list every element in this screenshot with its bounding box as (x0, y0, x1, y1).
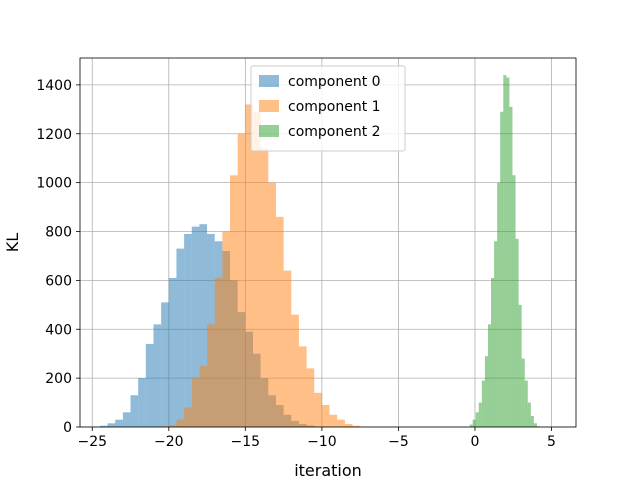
legend-label: component 2 (288, 124, 381, 140)
histogram-bar (509, 106, 513, 427)
histogram-bar (107, 423, 116, 427)
histogram-bar (487, 324, 492, 427)
histogram-bar (222, 231, 231, 427)
y-tick-label: 600 (45, 273, 72, 289)
series-1 (161, 104, 361, 427)
histogram-bar (533, 423, 537, 427)
histogram-bar (469, 424, 473, 427)
histogram-bar (184, 233, 192, 427)
histogram-bar (321, 405, 330, 427)
legend-swatch (259, 100, 279, 112)
histogram-bar (138, 378, 146, 427)
legend-label: component 0 (288, 74, 381, 90)
legend-swatch (259, 125, 279, 137)
histogram-bar (306, 368, 315, 427)
histogram-bar (283, 270, 292, 427)
histogram-bar (344, 424, 353, 427)
histogram-bar (530, 416, 534, 427)
histogram-bar (191, 226, 200, 427)
y-tick-label: 0 (63, 420, 72, 436)
histogram-bar (237, 133, 246, 427)
histogram-bar (176, 419, 185, 427)
histogram-bar (494, 241, 498, 427)
histogram-bar (161, 302, 169, 427)
histogram-bar (275, 216, 284, 427)
histogram-bar (199, 224, 208, 427)
histogram-bar (191, 378, 200, 427)
histogram-bar (518, 304, 522, 427)
histogram-bar (314, 392, 322, 427)
histogram-bar (268, 182, 276, 427)
histogram-bar (230, 175, 238, 427)
histogram-bar (207, 324, 215, 427)
x-axis-ticks: −25 −20 −15 −10 −5 0 5 (77, 427, 556, 450)
x-tick-label: 5 (547, 434, 556, 450)
x-tick-label: −25 (77, 434, 107, 450)
histogram-bar (199, 365, 208, 427)
series-2 (469, 75, 541, 427)
histogram-bar (521, 358, 525, 427)
histogram-bar (329, 414, 338, 427)
histogram-bar (497, 182, 501, 427)
histogram-bar (352, 425, 361, 427)
bars (99, 75, 541, 427)
histogram-bar (252, 111, 261, 427)
histogram-bar (506, 77, 510, 427)
histogram-bar (491, 277, 495, 427)
legend: component 0 component 1 component 2 (250, 65, 406, 152)
histogram-bar (291, 314, 299, 427)
y-tick-label: 200 (45, 371, 72, 387)
y-axis-label: KL (3, 233, 22, 252)
histogram-bar (153, 324, 162, 427)
y-tick-label: 1000 (36, 176, 72, 192)
histogram-bar (475, 412, 479, 427)
x-tick-label: −5 (388, 434, 409, 450)
histogram-bar (484, 356, 488, 427)
x-tick-label: −10 (307, 434, 337, 450)
histogram-bar (524, 380, 528, 427)
y-axis-ticks: 0 200 400 600 800 1000 1200 1400 (36, 78, 80, 436)
histogram-bar (503, 75, 507, 427)
legend-label: component 1 (288, 99, 381, 115)
x-tick-label: 0 (471, 434, 480, 450)
legend-swatch (259, 75, 279, 87)
x-tick-label: −15 (231, 434, 261, 450)
histogram-bar (500, 111, 504, 427)
y-tick-label: 800 (45, 225, 72, 241)
histogram-bar (176, 248, 185, 427)
histogram-bar (145, 343, 154, 427)
y-tick-label: 1400 (36, 78, 72, 94)
x-tick-label: −20 (154, 434, 184, 450)
histogram-bar (512, 175, 516, 427)
histogram-bar (214, 277, 223, 427)
legend-box (250, 65, 406, 152)
histogram-bar (245, 104, 253, 427)
histogram-bar (298, 346, 307, 427)
histogram-bar (168, 277, 177, 427)
histogram-bar (515, 238, 519, 427)
histogram-bar (527, 402, 531, 427)
y-tick-label: 400 (45, 322, 72, 338)
y-tick-label: 1200 (36, 127, 72, 143)
histogram-bar (337, 419, 345, 427)
x-axis-label: iteration (294, 461, 362, 480)
histogram-bar (260, 148, 269, 427)
histogram-bar (472, 419, 476, 427)
histogram-bar (99, 425, 108, 427)
plot-frame (79, 57, 577, 428)
histogram-bar (478, 402, 482, 427)
histogram-bar (481, 380, 485, 427)
histogram-bar (115, 419, 123, 427)
histogram-bar (122, 412, 131, 427)
histogram-bar (184, 407, 192, 427)
histogram-bar (130, 395, 139, 427)
histogram-bar (168, 425, 177, 427)
